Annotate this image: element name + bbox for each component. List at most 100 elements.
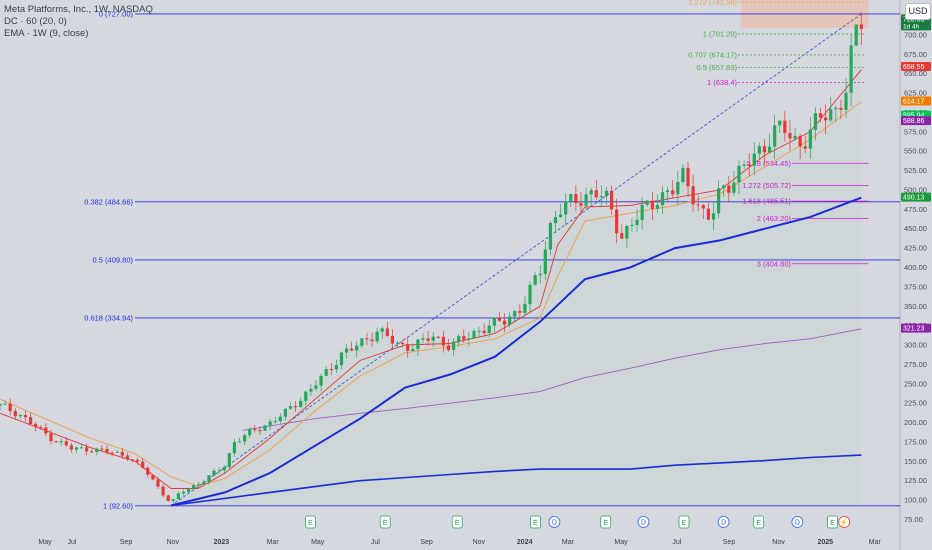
ext-label-1: 1.272 (505.72) [742,181,791,190]
candle-body [701,205,705,209]
fib-label-0: 0 (727.00) [99,9,134,18]
candle-body [74,447,79,450]
candle-body [834,107,838,110]
x-tick-6: May [311,539,325,546]
y-tick-14: 425.00 [904,244,927,253]
target-label-4: 1 (638.4) [707,78,738,87]
candle-body [186,488,191,492]
candle-body [711,213,716,220]
earnings-marker[interactable] [530,515,541,529]
candle-body [803,146,807,149]
y-tick-0: 75.00 [904,515,923,524]
currency-button[interactable]: USD [905,3,931,20]
y-tick-16: 475.00 [904,205,927,214]
dividend-marker-label: D [795,520,800,527]
candle-body [136,459,140,462]
candle-body [110,452,114,454]
price-axis-panel[interactable] [900,0,932,550]
candle-body [854,24,858,46]
dividend-marker[interactable] [548,516,561,528]
candle-body [44,427,48,434]
earnings-marker[interactable] [678,515,690,529]
candle-body [492,317,496,326]
x-tick-10: 2024 [517,539,533,546]
candle-body [334,365,338,370]
candle-body [243,435,247,442]
candle-body [288,406,293,409]
candle-body [594,190,598,198]
x-tick-9: Nov [473,539,486,546]
chart-title: Meta Platforms, Inc., 1W, NASDAQ [4,4,153,15]
candle-body [385,328,389,336]
candle-body [156,479,160,487]
candle-body [467,338,471,340]
candle-body [278,416,282,422]
candle-body [609,190,614,210]
y-tick-25: 700.00 [904,30,927,39]
candle-body [166,495,170,501]
dividend-marker[interactable] [637,516,650,528]
candle-body [217,470,221,472]
x-tick-7: Jul [371,539,380,546]
dividend-marker[interactable] [717,516,730,528]
candle-body [3,403,7,405]
indicator-ema[interactable]: EMA · 1W (9, close) [4,28,89,39]
candle-body [798,135,802,147]
candle-body [569,194,573,202]
candle-body [706,208,711,220]
candle-body [197,484,201,486]
candle-body [762,146,767,153]
earnings-marker[interactable] [827,515,838,529]
earnings-marker[interactable] [379,515,391,529]
earnings-marker[interactable] [600,515,612,529]
target-label-2: 0.707 (674.17) [688,50,737,59]
candle-body [202,481,206,485]
dividend-marker[interactable] [791,516,804,528]
x-tick-4: 2023 [214,539,230,546]
candle-body [508,316,512,325]
candle-body [130,459,135,461]
earnings-marker-label: E [756,520,761,527]
candle-body [752,153,756,166]
candle-body [100,448,104,450]
y-tick-11: 350.00 [904,302,927,311]
candle-body [227,453,231,468]
earnings-marker[interactable] [753,515,765,529]
candle-body [222,467,226,471]
flash-event-marker[interactable] [838,516,851,528]
candle-body [666,190,670,193]
candle-body [293,406,298,408]
candle-body [482,330,486,333]
candle-body [69,445,73,450]
earnings-marker[interactable] [451,515,463,529]
candle-body [671,190,675,195]
fib-fill-area [171,20,862,506]
candle-body [757,146,761,154]
x-tick-2: Sep [120,539,133,546]
candle-body [543,249,547,274]
earnings-marker-label: E [682,520,687,527]
price-badge-6 [901,323,931,333]
candle-body [390,335,395,344]
candle-body [553,217,558,224]
candle-body [324,368,328,376]
x-tick-11: Mar [562,539,575,546]
candle-body [778,120,782,126]
candle-body [839,107,843,110]
indicator-dc[interactable]: DC · 60 (20, 0) [4,16,67,27]
candle-body [523,304,527,313]
candle-body [849,45,853,93]
candle-body [650,200,654,209]
candle-body [339,352,344,366]
candle-body [426,338,430,341]
candle-body [472,330,476,339]
price-badge-text-1: 658.55 [903,64,925,71]
candle-body [574,194,578,204]
y-tick-22: 625.00 [904,89,927,98]
candle-body [462,336,466,340]
earnings-marker[interactable] [305,515,316,529]
candle-body [783,120,787,133]
y-tick-12: 375.00 [904,282,927,291]
candle-body [599,196,603,198]
